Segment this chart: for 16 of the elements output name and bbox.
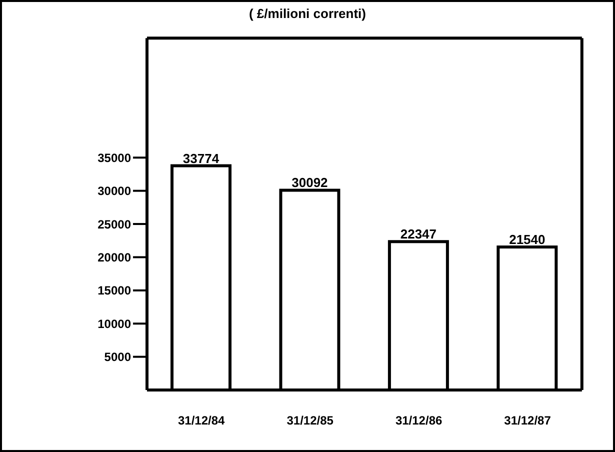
x-tick-label: 31/12/87 <box>504 414 552 428</box>
x-tick-label: 31/12/86 <box>395 414 442 428</box>
y-tick-label: 10000 <box>98 316 132 331</box>
y-tick-label: 25000 <box>98 217 132 232</box>
chart-title: ( £/milioni correnti) <box>248 6 367 21</box>
y-tick-label: 30000 <box>98 184 132 198</box>
y-tick-label: 20000 <box>98 250 132 264</box>
x-tick-label: 31/12/84 <box>178 414 226 428</box>
data-label: 30092 <box>292 175 328 190</box>
data-label: 33774 <box>182 150 220 166</box>
y-tick-label: 35000 <box>98 150 132 165</box>
y-tick-label: 15000 <box>98 284 132 298</box>
x-tick-label: 31/12/85 <box>286 414 334 428</box>
y-tick-label: 5000 <box>104 350 132 364</box>
data-label: 21540 <box>509 232 546 247</box>
data-label: 22347 <box>400 226 437 242</box>
